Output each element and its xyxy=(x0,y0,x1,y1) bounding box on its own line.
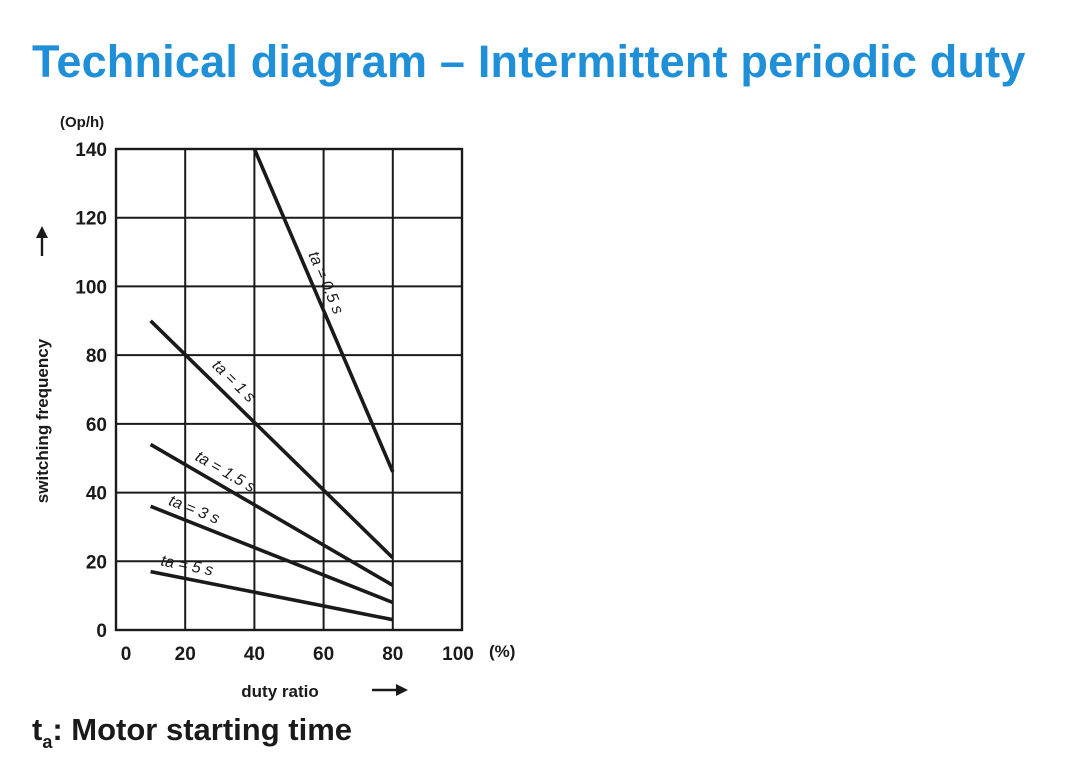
x-tick-label: 0 xyxy=(121,644,132,665)
series-line xyxy=(149,442,394,587)
series-lines xyxy=(149,148,395,622)
series-label: ta = 1 s xyxy=(209,357,259,406)
x-tick-label: 20 xyxy=(175,644,196,665)
x-axis-arrow xyxy=(372,684,408,696)
x-axis-label: duty ratio xyxy=(241,682,318,701)
y-tick-label: 140 xyxy=(75,140,107,161)
series-line xyxy=(149,319,395,560)
grid xyxy=(114,147,464,632)
x-tick-label: 80 xyxy=(382,644,403,665)
y-tick-label: 20 xyxy=(86,552,107,573)
y-tick-label: 100 xyxy=(75,277,107,298)
footnote-text: : Motor starting time xyxy=(52,712,353,747)
footnote-subscript: a xyxy=(42,732,53,752)
footnote-symbol: t xyxy=(32,712,43,747)
y-axis-label: switching frequency xyxy=(33,338,52,503)
page-title: Technical diagram – Intermittent periodi… xyxy=(32,36,1026,87)
x-tick-label: 40 xyxy=(244,644,265,665)
x-tick-label: 100 xyxy=(442,644,474,665)
x-axis-unit: (%) xyxy=(489,642,515,661)
x-tick-label: 60 xyxy=(313,644,334,665)
y-tick-label: 0 xyxy=(96,621,107,642)
y-axis-unit: (Op/h) xyxy=(60,114,104,131)
y-tick-label: 60 xyxy=(86,415,107,436)
footnote: ta: Motor starting time xyxy=(32,712,352,753)
series-line xyxy=(149,504,394,605)
y-tick-label: 80 xyxy=(86,346,107,367)
plot-frame xyxy=(114,147,464,632)
y-tick-label: 120 xyxy=(75,209,107,230)
series-line xyxy=(150,569,394,622)
series-line xyxy=(252,148,395,473)
y-tick-label: 40 xyxy=(86,484,107,505)
y-axis-arrow xyxy=(36,226,48,256)
tick-labels: 0 20 40 60 80 100 120 140 0 20 40 60 80 100 xyxy=(75,140,474,665)
